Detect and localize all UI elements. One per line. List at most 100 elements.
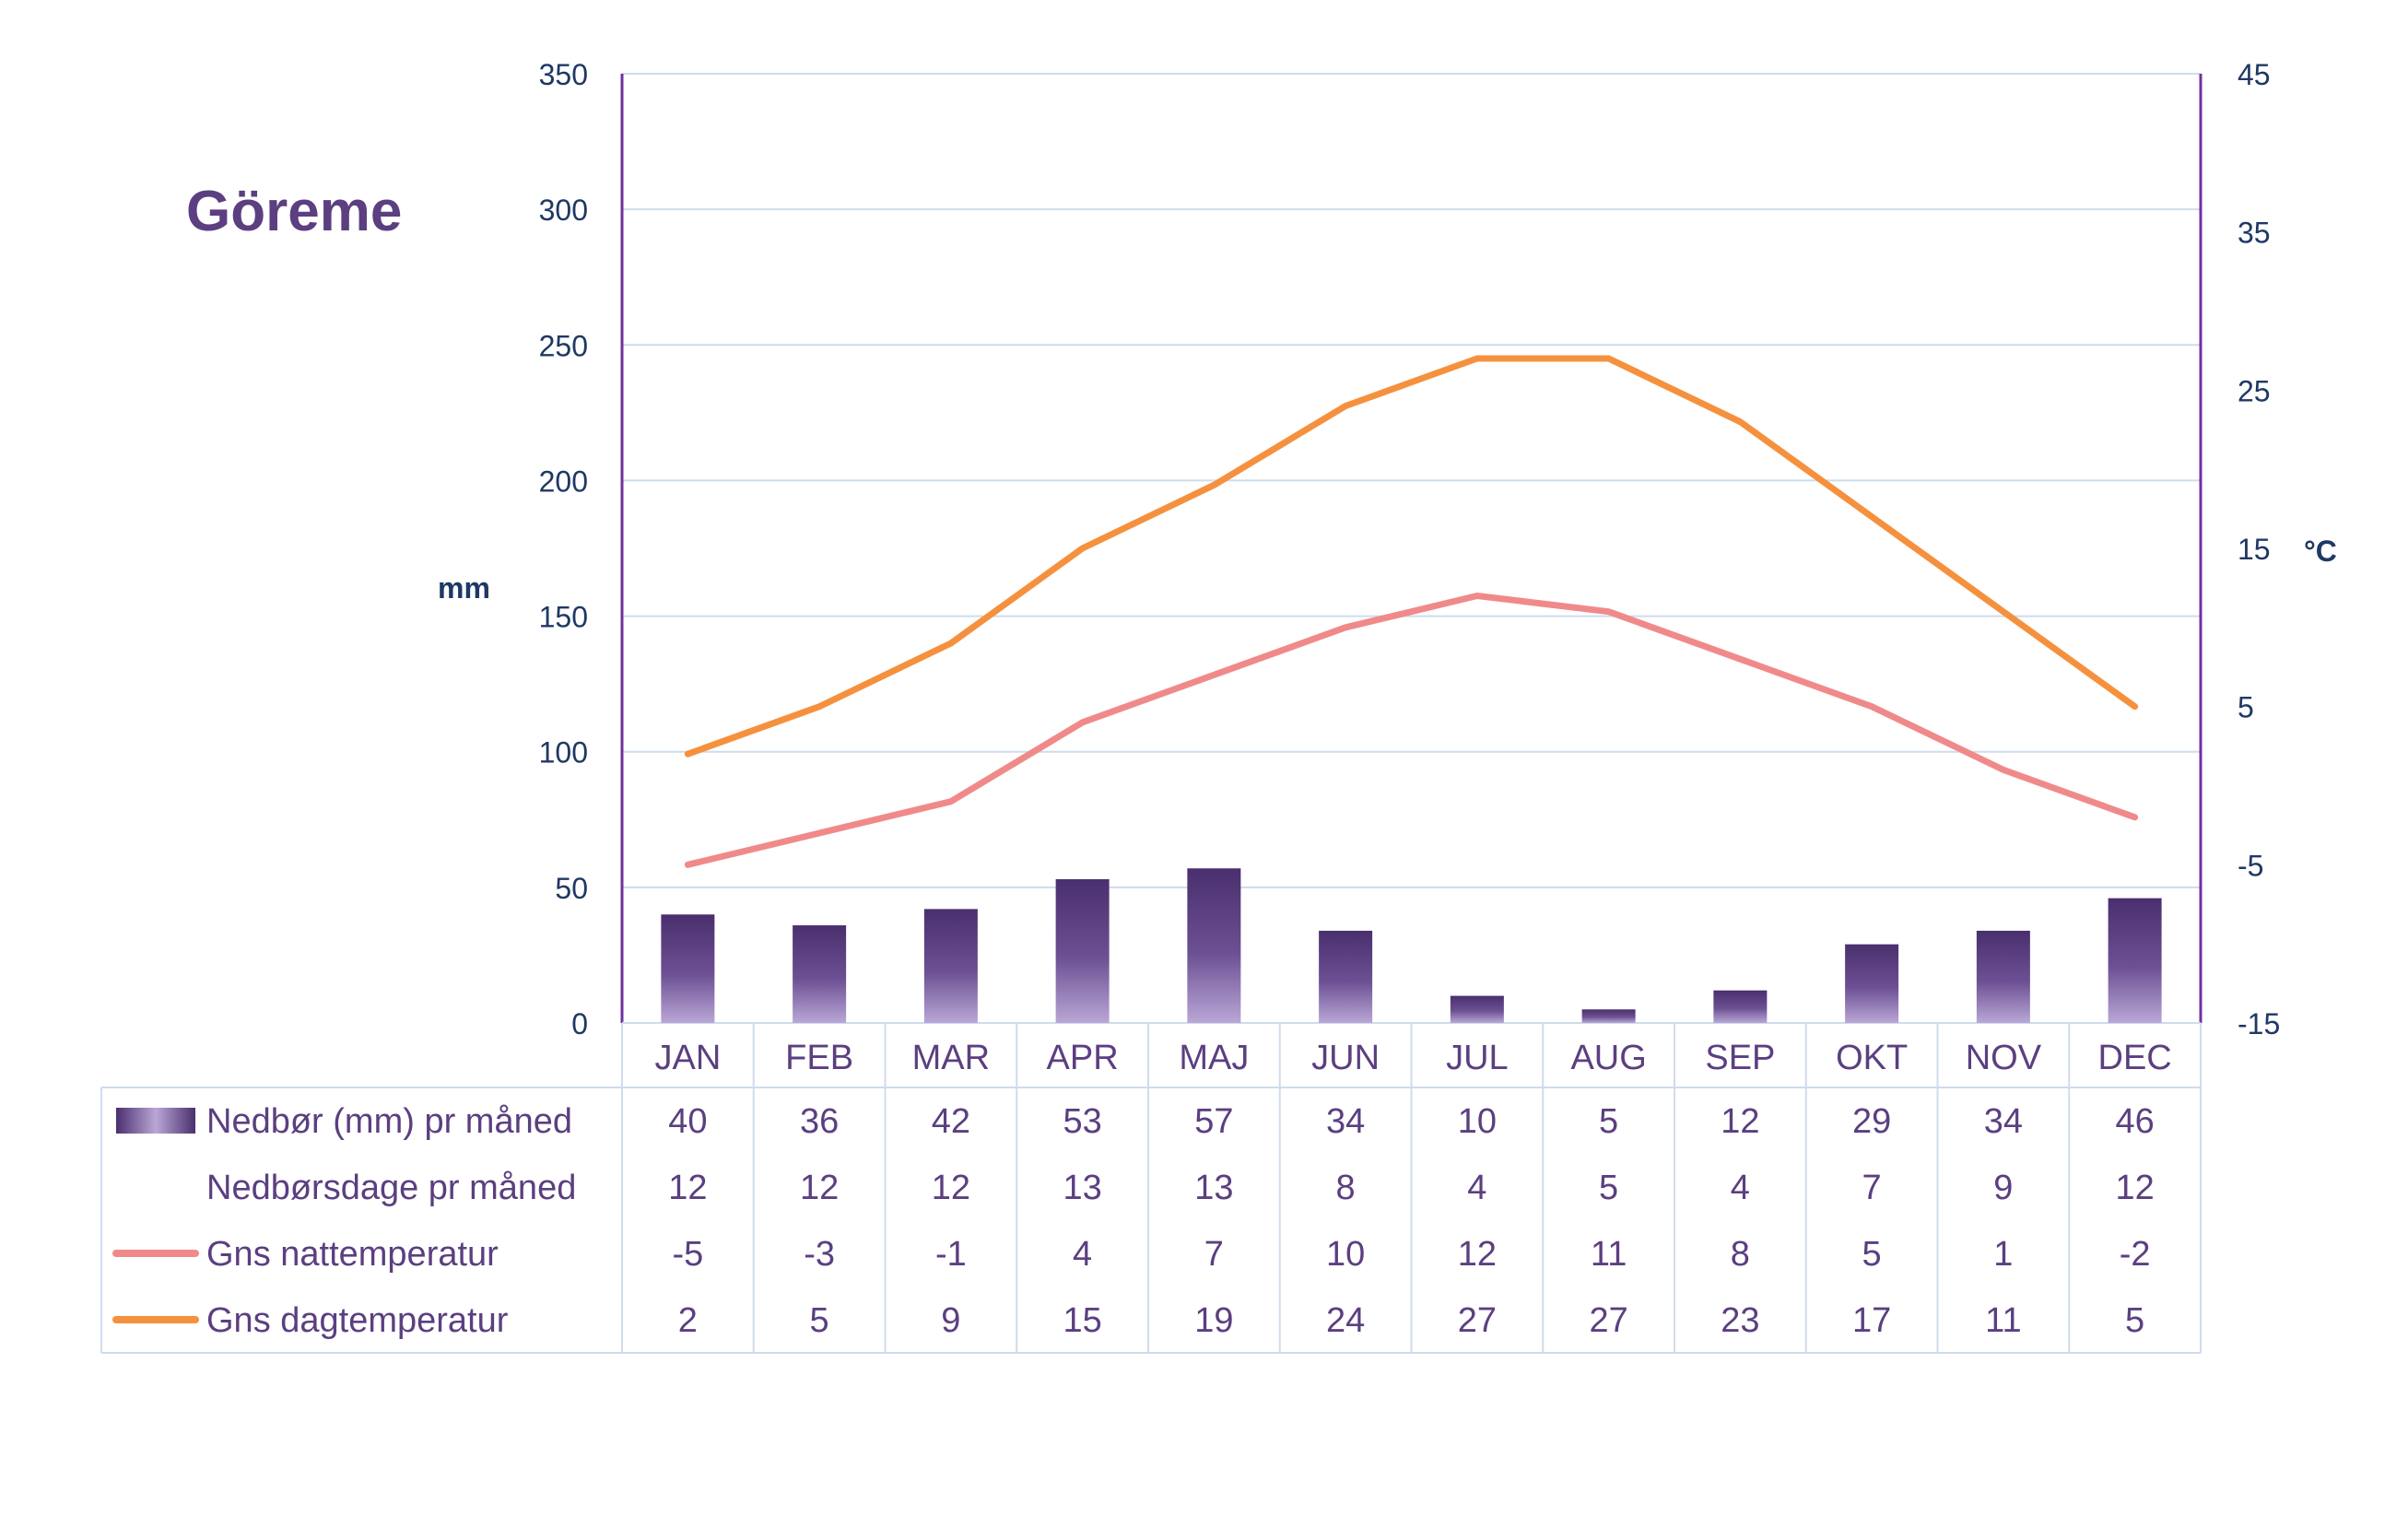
temperature-lines [684,355,2139,868]
table-value: 5 [1599,1102,1618,1141]
table-value: -1 [935,1235,967,1274]
chart-title: Göreme [186,180,402,243]
precipitation-bar [1976,930,2030,1023]
left-tick-label: 350 [539,58,588,91]
row-label: Gns dagtemperatur [206,1301,509,1340]
table-value: 40 [668,1102,707,1141]
table-value: 11 [1985,1301,2021,1340]
table-value: 36 [800,1102,839,1141]
month-label: JUN [1311,1039,1380,1077]
left-tick-label: 100 [539,736,588,770]
gridlines [622,73,2201,888]
month-label: JAN [654,1039,721,1077]
precipitation-bar [1055,879,1110,1023]
table-value: 1 [1993,1235,2013,1274]
row-label: Nedbørsdage pr måned [206,1169,576,1207]
precipitation-bar [1319,930,1373,1023]
table-value: 4 [1731,1169,1750,1207]
precipitation-bar [923,909,978,1023]
table-value: 57 [1194,1102,1233,1141]
table-value: 27 [1589,1301,1627,1340]
table-value: 10 [1326,1235,1365,1274]
axes: 0 50 100 150 200 250 300 350 -15 -5 5 15 25 35 45 [539,58,2281,1040]
table-value: 13 [1063,1169,1101,1207]
table-value: 29 [1852,1102,1891,1141]
precipitation-bar [1713,990,1768,1023]
table-value: 23 [1721,1301,1759,1340]
month-label: OKT [1836,1039,1908,1077]
table-value: 46 [2115,1102,2154,1141]
table-value: 34 [1984,1102,2023,1141]
data-table: JAN FEB MAR APR MAJ JUN JUL AUG SEP OKT NOV DEC Nedb… [100,1023,2202,1354]
left-tick-label: 0 [571,1007,588,1040]
right-tick-label: 5 [2238,691,2254,724]
table-value: 53 [1063,1102,1101,1141]
precipitation-bars [661,868,2162,1023]
table-value: 12 [1721,1102,1759,1141]
precipitation-bar [1450,995,1504,1023]
left-tick-label: 50 [555,872,588,905]
left-axis-label: mm [438,571,490,605]
table-value: 7 [1862,1169,1882,1207]
table-value: 11 [1591,1235,1627,1274]
table-value: 5 [2125,1301,2144,1340]
table-value: 42 [932,1102,970,1141]
precipitation-bar [661,914,715,1023]
precipitation-bar [1187,868,1241,1023]
month-label: APR [1047,1039,1119,1077]
table-value: 8 [1731,1235,1750,1274]
month-label: MAJ [1179,1039,1249,1077]
table-value: 12 [668,1169,707,1207]
row-label: Gns nattemperatur [206,1235,499,1274]
table-value: -2 [2120,1235,2151,1274]
left-tick-label: 200 [539,464,588,498]
precipitation-bar [2108,898,2162,1023]
right-tick-label: 15 [2238,533,2271,566]
precipitation-bar [793,925,847,1023]
table-value: 4 [1073,1235,1092,1274]
right-tick-label: -15 [2238,1007,2280,1040]
left-tick-label: 300 [539,194,588,227]
table-value: -5 [672,1235,703,1274]
month-label: DEC [2098,1039,2172,1077]
table-value: 19 [1194,1301,1233,1340]
month-label: FEB [785,1039,853,1077]
month-label: NOV [1966,1039,2042,1077]
table-value: 12 [1458,1235,1497,1274]
right-tick-label: 35 [2238,217,2271,250]
table-value: 5 [810,1301,829,1340]
table-value: 12 [2115,1169,2154,1207]
table-value: 9 [941,1301,960,1340]
month-label: AUG [1570,1039,1646,1077]
table-value: 5 [1599,1169,1618,1207]
table-value: 8 [1336,1169,1356,1207]
table-value: 12 [932,1169,970,1207]
month-label: MAR [912,1039,990,1077]
row-label: Nedbør (mm) pr måned [206,1102,572,1141]
table-value: 15 [1063,1301,1101,1340]
table-value: 10 [1458,1102,1497,1141]
table-value: 2 [678,1301,698,1340]
right-tick-label: -5 [2238,849,2263,882]
night-temperature-line [684,593,2139,868]
right-axis-label: °C [2304,535,2337,568]
right-tick-label: 45 [2238,58,2271,91]
day-temperature-line [684,355,2139,758]
month-label: SEP [1705,1039,1775,1077]
table-value: 27 [1458,1301,1497,1340]
left-tick-label: 250 [539,329,588,362]
month-label: JUL [1446,1039,1509,1077]
table-value: 7 [1204,1235,1224,1274]
table-value: 17 [1852,1301,1891,1340]
table-value: 9 [1993,1169,2013,1207]
precipitation-bar [1581,1009,1636,1023]
legend-key-bar [116,1108,195,1134]
table-value: -3 [804,1235,835,1274]
table-value: 4 [1467,1169,1486,1207]
table-value: 5 [1862,1235,1882,1274]
precipitation-bar [1845,944,1899,1023]
right-tick-label: 25 [2238,374,2271,407]
left-tick-label: 150 [539,601,588,634]
